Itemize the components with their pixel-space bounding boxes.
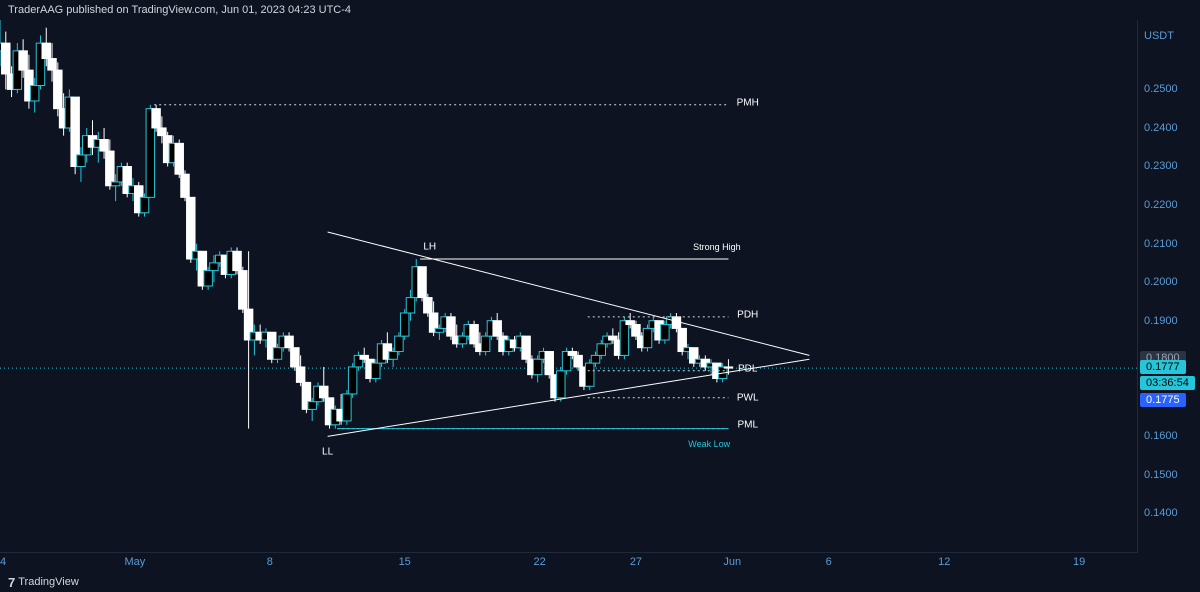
y-tick-label: 0.2000: [1144, 276, 1178, 288]
x-tick-label: 24: [0, 556, 6, 568]
chart-annotation: PML: [737, 419, 758, 430]
chart-annotation: PDL: [738, 363, 757, 374]
y-axis[interactable]: USDT 0.2500 0.2400 0.2300 0.2200 0.2100 0.200…: [1138, 20, 1200, 552]
y-tick-label: 0.2500: [1144, 83, 1178, 95]
chart-annotation: Strong High: [693, 242, 741, 252]
chart-annotation: LL: [322, 446, 333, 457]
watermark-footer: 7 TradingView: [0, 572, 1138, 592]
y-tick-label: 0.1900: [1144, 315, 1178, 327]
x-tick-label: 12: [938, 556, 950, 568]
x-tick-label: 22: [533, 556, 545, 568]
y-tick-label: 0.1500: [1144, 469, 1178, 481]
countdown-tag: 03:36:54: [1140, 376, 1195, 390]
publish-header: TraderAAG published on TradingView.com, …: [0, 0, 1200, 20]
x-tick-label: May: [125, 556, 146, 568]
x-tick-label: 15: [399, 556, 411, 568]
currency-label: USDT: [1144, 30, 1174, 42]
brand-text: TradingView: [18, 576, 79, 588]
x-tick-label: 8: [267, 556, 273, 568]
x-tick-label: 27: [630, 556, 642, 568]
y-tick-label: 0.2200: [1144, 199, 1178, 211]
candlestick-svg: [0, 20, 1137, 552]
chart-annotation: PWL: [737, 392, 759, 403]
price-plot[interactable]: PMH LH Strong High PDH PDL PWL PML Weak Low LL: [0, 20, 1138, 552]
tradingview-logo-icon: 7: [8, 575, 14, 590]
y-tick-label: 0.2100: [1144, 238, 1178, 250]
x-tick-label: 19: [1073, 556, 1085, 568]
x-axis[interactable]: 24 May 8 15 22 27 Jun 6 12 19: [0, 552, 1138, 572]
chart-annotation: LH: [423, 242, 436, 253]
publish-text: TraderAAG published on TradingView.com, …: [8, 4, 351, 16]
y-tick-label: 0.2300: [1144, 160, 1178, 172]
x-tick-label: Jun: [723, 556, 741, 568]
y-tick-label: 0.1400: [1144, 507, 1178, 519]
chart-annotation: PMH: [737, 97, 759, 108]
current-price-tag: 0.1777: [1140, 360, 1186, 374]
chart-annotation: Weak Low: [688, 439, 730, 449]
chart-annotation: PDH: [737, 309, 758, 320]
y-tick-label: 0.2400: [1144, 122, 1178, 134]
x-tick-label: 6: [826, 556, 832, 568]
price-level-blue: 0.1775: [1140, 393, 1186, 407]
chart-container: PMH LH Strong High PDH PDL PWL PML Weak Low LL U…: [0, 20, 1200, 552]
y-tick-label: 0.1600: [1144, 430, 1178, 442]
